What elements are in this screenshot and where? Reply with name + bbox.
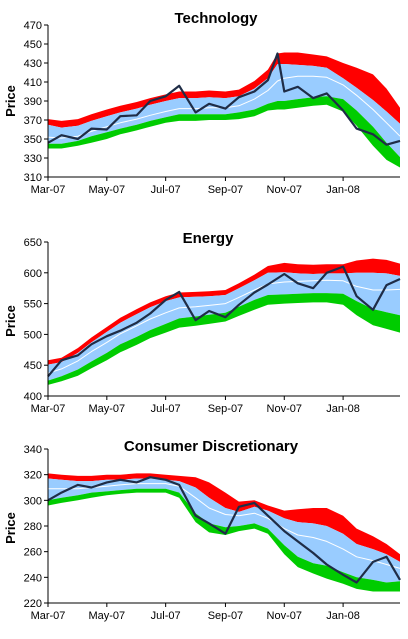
x-tick-label: Jan-08 xyxy=(326,610,360,622)
chart-energy: Energy Price 400 450 500 550 600 650 Mar-07 May… xyxy=(3,230,401,415)
y-tick-label: 370 xyxy=(24,115,42,127)
y-tick-label: 650 xyxy=(24,237,42,249)
chart-title: Consumer Discretionary xyxy=(124,438,299,455)
plot-area: 400 450 500 550 600 650 Mar-07 May-07 Jul-07 Sep-… xyxy=(24,237,401,415)
x-tick-label: May-07 xyxy=(88,403,125,415)
x-tick-label: Mar-07 xyxy=(31,184,66,196)
x-tick-label: Jan-08 xyxy=(326,403,360,415)
lower-band xyxy=(48,96,400,168)
y-tick-label: 470 xyxy=(24,20,42,32)
chart-technology: Technology Price 310 330 350 370 390 410 430 45… xyxy=(3,10,401,196)
y-tick-label: 550 xyxy=(24,299,42,311)
x-tick-label: Mar-07 xyxy=(31,403,66,415)
y-tick-label: 430 xyxy=(24,58,42,70)
plot-area: 310 330 350 370 390 410 430 450 470 Mar-07 May-07 J… xyxy=(24,20,401,196)
y-axis-label: Price xyxy=(3,512,18,544)
x-tick-label: May-07 xyxy=(88,184,125,196)
y-tick-label: 330 xyxy=(24,153,42,165)
chart-title: Technology xyxy=(174,10,258,27)
y-tick-label: 310 xyxy=(24,172,42,184)
price-line xyxy=(47,476,401,584)
y-tick-label: 400 xyxy=(24,391,42,403)
lower-band xyxy=(48,488,400,592)
y-axis-label: Price xyxy=(3,85,18,117)
y-tick-label: 320 xyxy=(24,470,42,482)
chart-title: Energy xyxy=(183,230,235,247)
price-line xyxy=(47,52,401,146)
moving-average-line xyxy=(48,483,401,569)
upper-band xyxy=(48,473,400,562)
x-tick-label: Sep-07 xyxy=(208,403,243,415)
x-tick-label: Jul-07 xyxy=(151,403,181,415)
x-tick-label: Mar-07 xyxy=(31,610,66,622)
middle-band xyxy=(48,272,400,381)
y-tick-label: 260 xyxy=(24,547,42,559)
x-tick-label: Jul-07 xyxy=(151,184,181,196)
x-tick-label: Jan-08 xyxy=(326,184,360,196)
y-tick-label: 450 xyxy=(24,360,42,372)
x-tick-label: Nov-07 xyxy=(267,184,302,196)
upper-band xyxy=(48,258,400,365)
x-tick-label: May-07 xyxy=(88,610,125,622)
x-tick-label: Sep-07 xyxy=(208,184,243,196)
x-tick-label: Jul-07 xyxy=(151,610,181,622)
x-tick-label: Nov-07 xyxy=(267,403,302,415)
plot-area: 220 240 260 280 300 320 340 Mar-07 May-07 Jul-07 S… xyxy=(24,444,401,622)
y-tick-label: 500 xyxy=(24,329,42,341)
y-tick-label: 600 xyxy=(24,268,42,280)
y-tick-label: 450 xyxy=(24,39,42,51)
y-tick-label: 340 xyxy=(24,444,42,456)
middle-band xyxy=(48,64,400,158)
y-tick-label: 220 xyxy=(24,598,42,610)
y-tick-label: 240 xyxy=(24,572,42,584)
y-axis-label: Price xyxy=(3,305,18,337)
y-tick-label: 390 xyxy=(24,96,42,108)
y-tick-label: 410 xyxy=(24,77,42,89)
x-tick-label: Nov-07 xyxy=(267,610,302,622)
y-tick-label: 300 xyxy=(24,495,42,507)
moving-average-line xyxy=(47,279,401,374)
x-tick-label: Sep-07 xyxy=(208,610,243,622)
price-line xyxy=(47,265,401,378)
y-tick-label: 280 xyxy=(24,521,42,533)
chart-consumer-discretionary: Consumer Discretionary Price 220 240 260 28… xyxy=(3,438,401,622)
middle-band xyxy=(48,478,400,583)
upper-band xyxy=(48,52,400,128)
y-tick-label: 350 xyxy=(24,134,42,146)
